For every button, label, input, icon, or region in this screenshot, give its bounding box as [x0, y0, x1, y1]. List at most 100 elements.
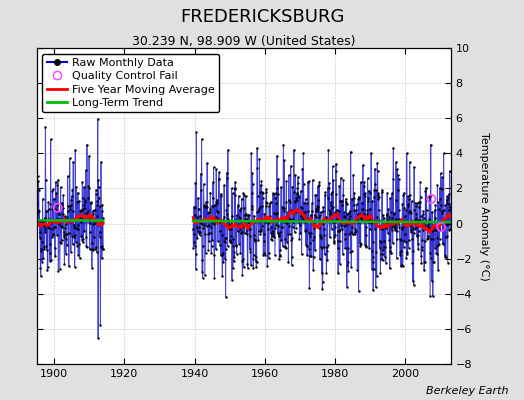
Point	[301, 219, 310, 225]
Point	[194, 206, 203, 212]
Point	[417, 260, 425, 266]
Point	[392, 255, 401, 261]
Point	[256, 204, 264, 210]
Point	[292, 224, 300, 231]
Point	[384, 230, 392, 236]
Point	[45, 216, 53, 222]
Point	[51, 179, 60, 185]
Point	[213, 208, 221, 215]
Point	[196, 228, 204, 235]
Point	[293, 190, 301, 197]
Point	[60, 261, 69, 267]
Point	[364, 198, 373, 204]
Point	[299, 180, 308, 187]
Point	[46, 250, 54, 256]
Point	[82, 243, 91, 250]
Point	[52, 231, 61, 238]
Point	[227, 221, 235, 228]
Point	[390, 210, 398, 216]
Point	[433, 251, 441, 257]
Point	[361, 190, 369, 196]
Point	[235, 214, 244, 220]
Point	[335, 238, 344, 244]
Point	[87, 215, 95, 221]
Point	[261, 252, 269, 258]
Point	[363, 206, 372, 213]
Point	[425, 216, 433, 222]
Point	[419, 211, 427, 218]
Point	[330, 234, 338, 240]
Point	[32, 209, 41, 216]
Point	[309, 254, 318, 260]
Point	[414, 217, 422, 223]
Point	[226, 238, 234, 245]
Point	[365, 244, 373, 251]
Point	[427, 255, 435, 261]
Point	[88, 240, 96, 246]
Point	[200, 203, 209, 209]
Point	[369, 266, 378, 272]
Point	[279, 141, 288, 148]
Point	[411, 226, 419, 232]
Point	[81, 196, 90, 203]
Point	[306, 253, 314, 260]
Point	[427, 236, 435, 242]
Point	[427, 219, 435, 225]
Point	[94, 177, 103, 183]
Point	[409, 224, 417, 231]
Point	[86, 219, 95, 226]
Point	[278, 204, 286, 211]
Point	[400, 238, 409, 244]
Point	[96, 229, 104, 235]
Point	[281, 236, 289, 242]
Point	[255, 228, 263, 234]
Point	[264, 226, 272, 232]
Point	[216, 218, 224, 225]
Point	[290, 147, 298, 153]
Point	[309, 177, 317, 183]
Point	[404, 201, 412, 208]
Point	[407, 226, 415, 233]
Point	[433, 234, 441, 241]
Point	[228, 264, 237, 271]
Point	[390, 226, 399, 233]
Point	[399, 192, 408, 198]
Point	[258, 223, 266, 229]
Point	[235, 206, 244, 213]
Point	[315, 225, 323, 232]
Point	[69, 240, 77, 247]
Point	[73, 199, 81, 206]
Point	[68, 186, 77, 193]
Point	[335, 183, 343, 189]
Point	[296, 230, 304, 236]
Point	[395, 215, 403, 222]
Point	[385, 244, 394, 250]
Point	[320, 232, 328, 238]
Point	[402, 255, 411, 261]
Point	[438, 186, 446, 192]
Point	[358, 206, 366, 212]
Point	[56, 266, 64, 272]
Point	[71, 232, 79, 238]
Point	[443, 233, 452, 239]
Point	[323, 248, 331, 254]
Point	[233, 222, 242, 229]
Point	[346, 213, 354, 220]
Point	[197, 220, 205, 226]
Point	[220, 214, 228, 220]
Point	[241, 216, 249, 222]
Point	[212, 198, 221, 205]
Point	[445, 168, 454, 174]
Point	[219, 250, 227, 256]
Point	[39, 219, 47, 225]
Point	[261, 203, 270, 209]
Point	[258, 189, 266, 195]
Point	[402, 150, 411, 156]
Point	[94, 184, 103, 190]
Point	[88, 264, 96, 271]
Point	[346, 207, 354, 214]
Point	[421, 259, 429, 265]
Title: 30.239 N, 98.909 W (United States): 30.239 N, 98.909 W (United States)	[132, 35, 355, 48]
Point	[441, 202, 450, 208]
Point	[346, 249, 355, 255]
